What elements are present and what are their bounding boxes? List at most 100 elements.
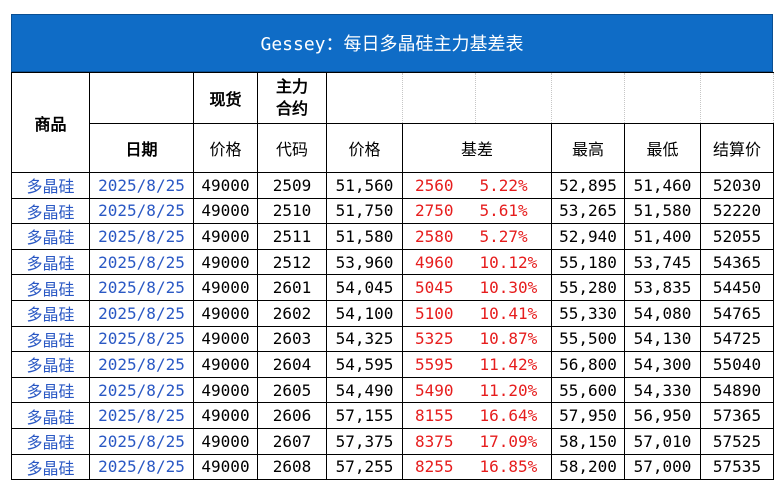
basis-percent-cell: 11.42% bbox=[475, 351, 552, 378]
product-cell: 多晶硅 bbox=[11, 453, 90, 481]
contract-code-cell: 2607 bbox=[257, 427, 327, 455]
contract-code-cell: 2603 bbox=[257, 325, 327, 353]
table-row: 多晶硅 2025/8/25 49000 2510 51,750 2750 5.61% 53,2… bbox=[11, 197, 774, 225]
settle-price-cell: 54890 bbox=[700, 376, 774, 404]
spot-price-cell: 49000 bbox=[193, 299, 258, 327]
date-cell: 2025/8/25 bbox=[89, 453, 194, 481]
high-price-cell: 52,940 bbox=[551, 223, 625, 250]
settle-price-cell: 54725 bbox=[700, 325, 774, 353]
product-cell: 多晶硅 bbox=[11, 325, 90, 353]
settle-price-cell: 57535 bbox=[700, 453, 774, 481]
settle-price-cell: 52220 bbox=[700, 197, 774, 225]
header-blank bbox=[551, 72, 625, 124]
header-blank bbox=[624, 72, 701, 124]
low-price-cell: 54,300 bbox=[624, 351, 701, 378]
product-cell: 多晶硅 bbox=[11, 197, 90, 225]
contract-code-cell: 2602 bbox=[257, 299, 327, 327]
basis-percent-cell: 10.41% bbox=[475, 299, 552, 327]
futures-price-cell: 51,560 bbox=[326, 172, 403, 199]
header-settle: 结算价 bbox=[700, 123, 774, 173]
table-row: 多晶硅 2025/8/25 49000 2605 54,490 5490 11.20% 55,… bbox=[11, 376, 774, 404]
header-price: 价格 bbox=[326, 123, 403, 173]
basis-value-cell: 2580 bbox=[402, 223, 476, 250]
product-cell: 多晶硅 bbox=[11, 248, 90, 276]
high-price-cell: 57,950 bbox=[551, 402, 625, 429]
table-row: 多晶硅 2025/8/25 49000 2512 53,960 4960 10.12% 55,… bbox=[11, 248, 774, 276]
basis-percent-cell: 10.12% bbox=[475, 248, 552, 276]
header-spot: 现货 bbox=[193, 72, 258, 124]
product-cell: 多晶硅 bbox=[11, 351, 90, 378]
table-row: 多晶硅 2025/8/25 49000 2604 54,595 5595 11.42% 56,… bbox=[11, 351, 774, 378]
futures-price-cell: 54,595 bbox=[326, 351, 403, 378]
settle-price-cell: 54765 bbox=[700, 299, 774, 327]
basis-percent-cell: 16.85% bbox=[475, 453, 552, 481]
futures-price-cell: 54,325 bbox=[326, 325, 403, 353]
date-cell: 2025/8/25 bbox=[89, 197, 194, 225]
contract-code-cell: 2512 bbox=[257, 248, 327, 276]
futures-price-cell: 54,100 bbox=[326, 299, 403, 327]
low-price-cell: 54,080 bbox=[624, 299, 701, 327]
spot-price-cell: 49000 bbox=[193, 223, 258, 250]
settle-price-cell: 57525 bbox=[700, 427, 774, 455]
high-price-cell: 53,265 bbox=[551, 197, 625, 225]
date-cell: 2025/8/25 bbox=[89, 402, 194, 429]
contract-code-cell: 2510 bbox=[257, 197, 327, 225]
basis-value-cell: 5045 bbox=[402, 274, 476, 301]
contract-code-cell: 2601 bbox=[257, 274, 327, 301]
high-price-cell: 55,280 bbox=[551, 274, 625, 301]
settle-price-cell: 52055 bbox=[700, 223, 774, 250]
high-price-cell: 55,500 bbox=[551, 325, 625, 353]
settle-price-cell: 57365 bbox=[700, 402, 774, 429]
futures-price-cell: 51,580 bbox=[326, 223, 403, 250]
low-price-cell: 56,950 bbox=[624, 402, 701, 429]
product-cell: 多晶硅 bbox=[11, 172, 90, 199]
contract-code-cell: 2608 bbox=[257, 453, 327, 481]
date-cell: 2025/8/25 bbox=[89, 427, 194, 455]
date-cell: 2025/8/25 bbox=[89, 325, 194, 353]
product-cell: 多晶硅 bbox=[11, 427, 90, 455]
spot-price-cell: 49000 bbox=[193, 351, 258, 378]
basis-percent-cell: 5.61% bbox=[475, 197, 552, 225]
date-cell: 2025/8/25 bbox=[89, 248, 194, 276]
table-row: 多晶硅 2025/8/25 49000 2603 54,325 5325 10.87% 55,… bbox=[11, 325, 774, 353]
spot-price-cell: 49000 bbox=[193, 453, 258, 481]
spot-price-cell: 49000 bbox=[193, 197, 258, 225]
high-price-cell: 52,895 bbox=[551, 172, 625, 199]
header-blank bbox=[475, 72, 552, 124]
product-cell: 多晶硅 bbox=[11, 274, 90, 301]
table-row: 多晶硅 2025/8/25 49000 2602 54,100 5100 10.41% 55,… bbox=[11, 299, 774, 327]
basis-percent-cell: 17.09% bbox=[475, 427, 552, 455]
high-price-cell: 55,330 bbox=[551, 299, 625, 327]
table-row: 多晶硅 2025/8/25 49000 2608 57,255 8255 16.85% 58,… bbox=[11, 453, 774, 481]
header-date: 日期 bbox=[89, 123, 194, 173]
header-spot-price: 价格 bbox=[193, 123, 258, 173]
table-row: 多晶硅 2025/8/25 49000 2509 51,560 2560 5.22% 52,8… bbox=[11, 172, 774, 199]
table-row: 多晶硅 2025/8/25 49000 2606 57,155 8155 16.64% 57,… bbox=[11, 402, 774, 429]
low-price-cell: 51,460 bbox=[624, 172, 701, 199]
header-low: 最低 bbox=[624, 123, 701, 173]
high-price-cell: 55,180 bbox=[551, 248, 625, 276]
basis-value-cell: 5100 bbox=[402, 299, 476, 327]
spot-price-cell: 49000 bbox=[193, 274, 258, 301]
low-price-cell: 57,000 bbox=[624, 453, 701, 481]
low-price-cell: 57,010 bbox=[624, 427, 701, 455]
date-cell: 2025/8/25 bbox=[89, 274, 194, 301]
low-price-cell: 51,580 bbox=[624, 197, 701, 225]
basis-value-cell: 8375 bbox=[402, 427, 476, 455]
spot-price-cell: 49000 bbox=[193, 325, 258, 353]
low-price-cell: 53,835 bbox=[624, 274, 701, 301]
basis-value-cell: 5325 bbox=[402, 325, 476, 353]
table-row: 多晶硅 2025/8/25 49000 2601 54,045 5045 10.30% 55,… bbox=[11, 274, 774, 301]
futures-price-cell: 57,155 bbox=[326, 402, 403, 429]
futures-price-cell: 54,490 bbox=[326, 376, 403, 404]
date-cell: 2025/8/25 bbox=[89, 376, 194, 404]
settle-price-cell: 52030 bbox=[700, 172, 774, 199]
low-price-cell: 54,330 bbox=[624, 376, 701, 404]
table-row: 多晶硅 2025/8/25 49000 2607 57,375 8375 17.09% 58,… bbox=[11, 427, 774, 455]
basis-value-cell: 2750 bbox=[402, 197, 476, 225]
date-cell: 2025/8/25 bbox=[89, 172, 194, 199]
futures-price-cell: 51,750 bbox=[326, 197, 403, 225]
basis-value-cell: 2560 bbox=[402, 172, 476, 199]
date-cell: 2025/8/25 bbox=[89, 223, 194, 250]
basis-percent-cell: 11.20% bbox=[475, 376, 552, 404]
